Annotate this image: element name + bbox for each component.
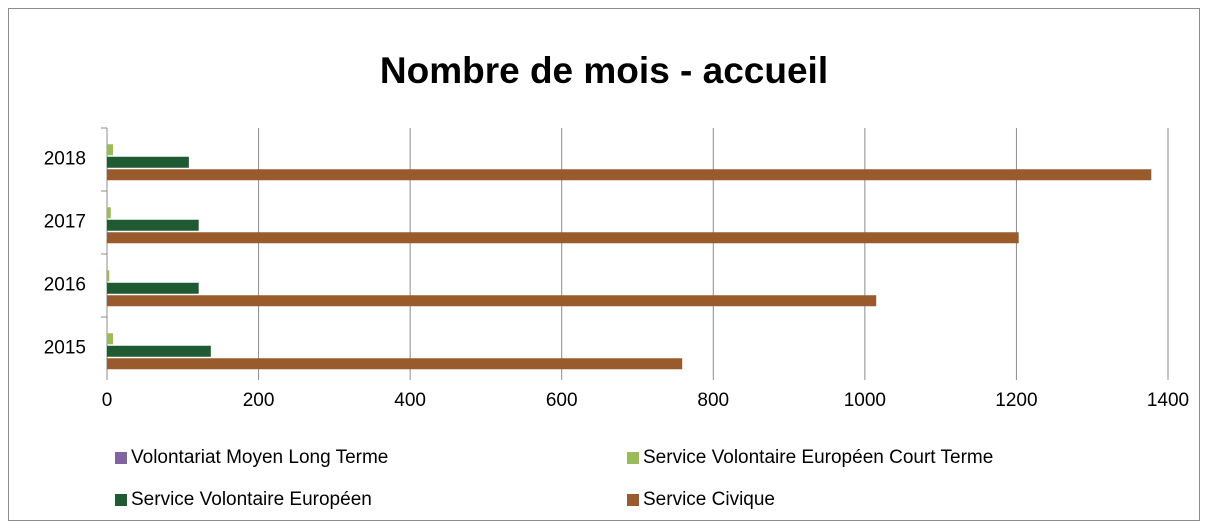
bar [107,345,211,357]
chart-title: Nombre de mois - accueil [380,50,828,91]
legend-label: Service Volontaire Européen Court Terme [643,447,993,468]
bar [107,295,877,307]
y-tick-label: 2018 [44,149,86,170]
bar [107,219,199,231]
bar [107,232,1019,244]
bar [107,169,1152,181]
chart-border [8,8,1200,521]
legend-swatch [627,452,639,464]
x-tick-label: 400 [394,390,426,411]
bar [107,270,110,282]
legend-label: Service Volontaire Européen [131,489,372,510]
bar [107,144,114,156]
legend-swatch [627,494,639,506]
bar [107,207,111,219]
legend-label: Service Civique [643,489,775,510]
bar [107,156,189,168]
x-tick-label: 1000 [844,390,886,411]
legend-swatch [115,452,127,464]
x-tick-label: 200 [243,390,275,411]
bar [107,358,683,370]
x-tick-label: 800 [697,390,729,411]
y-tick-label: 2017 [44,212,86,233]
x-tick-label: 600 [546,390,578,411]
y-tick-label: 2015 [44,338,86,359]
y-tick-label: 2016 [44,275,86,296]
x-tick-label: 1200 [995,390,1037,411]
legend-label: Volontariat Moyen Long Terme [131,447,388,468]
x-tick-label: 0 [102,390,113,411]
x-tick-label: 1400 [1147,390,1189,411]
legend-swatch [115,494,127,506]
bar [107,282,199,294]
bar [107,333,114,345]
